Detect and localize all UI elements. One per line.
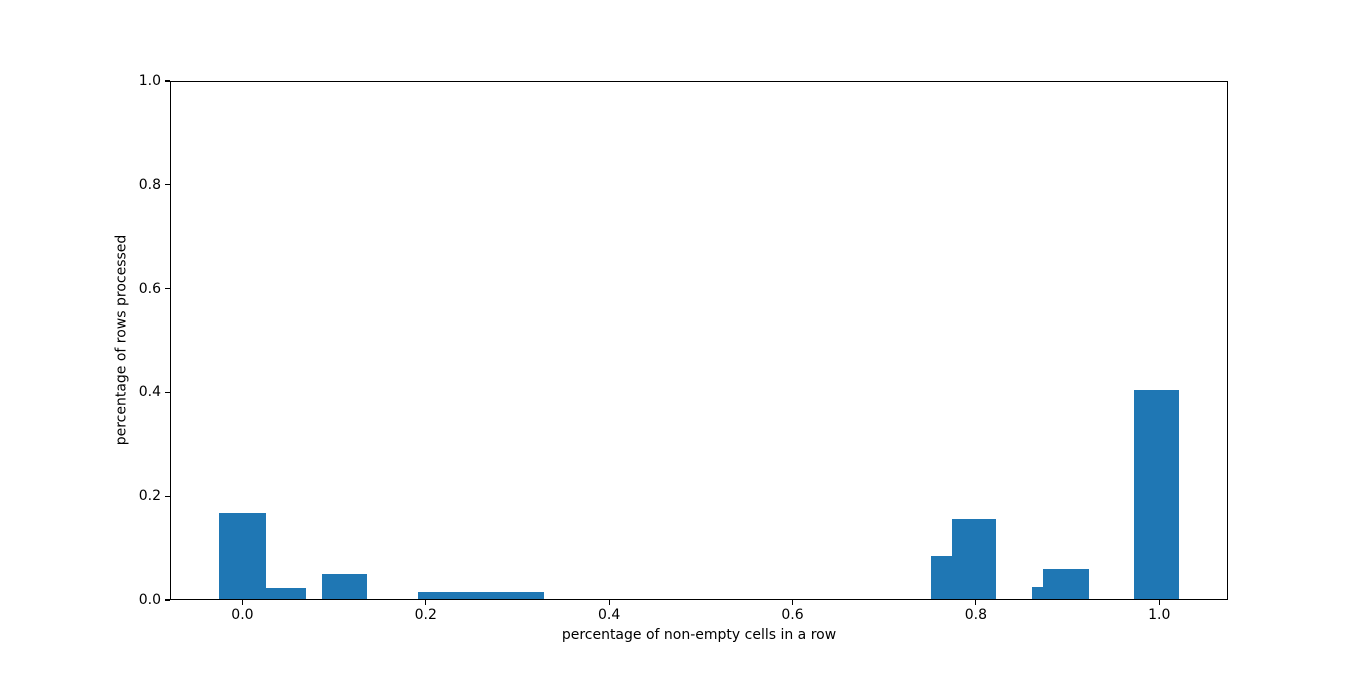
y-axis-label: percentage of rows processed xyxy=(113,234,130,446)
y-axis-tick xyxy=(165,288,170,290)
y-axis-tick-label: 1.0 xyxy=(138,73,161,89)
x-axis-tick-label: 0.6 xyxy=(781,607,804,623)
x-axis-tick xyxy=(425,600,427,605)
y-axis-tick xyxy=(165,495,170,497)
y-axis-tick-label: 0.2 xyxy=(138,488,161,505)
x-axis-tick xyxy=(1158,600,1160,605)
x-axis-tick xyxy=(608,600,610,605)
y-axis-tick-label: 0.0 xyxy=(138,592,161,608)
x-axis-tick xyxy=(241,600,243,605)
x-axis-tick-label: 0.2 xyxy=(414,607,437,623)
histogram-bar xyxy=(219,512,267,599)
histogram-bar xyxy=(418,591,545,599)
histogram-bar xyxy=(951,519,997,599)
y-axis-tick xyxy=(165,391,170,393)
y-axis-tick-label: 0.4 xyxy=(138,384,161,401)
x-axis-tick-label: 0.0 xyxy=(231,607,254,623)
x-axis-tick xyxy=(791,600,794,605)
y-axis-tick xyxy=(165,184,170,186)
y-axis-tick xyxy=(165,599,170,601)
histogram-bar xyxy=(266,587,306,599)
histogram-bar xyxy=(321,573,367,599)
x-axis-tick-label: 0.8 xyxy=(964,607,988,623)
histogram-bar xyxy=(1043,568,1089,599)
y-axis-tick-label: 0.8 xyxy=(138,176,161,193)
y-axis-tick-label: 0.6 xyxy=(138,280,161,297)
x-axis-tick-label: 0.4 xyxy=(598,607,621,623)
y-axis-tick xyxy=(165,80,170,82)
histogram-bar xyxy=(1133,390,1180,599)
x-axis-label: percentage of non-empty cells in a row xyxy=(561,627,837,643)
x-axis-tick-label: 1.0 xyxy=(1148,607,1171,623)
x-axis-tick xyxy=(975,600,977,605)
plot-area xyxy=(170,81,1228,600)
histogram-bar xyxy=(931,556,952,599)
histogram-bar xyxy=(1032,586,1044,599)
